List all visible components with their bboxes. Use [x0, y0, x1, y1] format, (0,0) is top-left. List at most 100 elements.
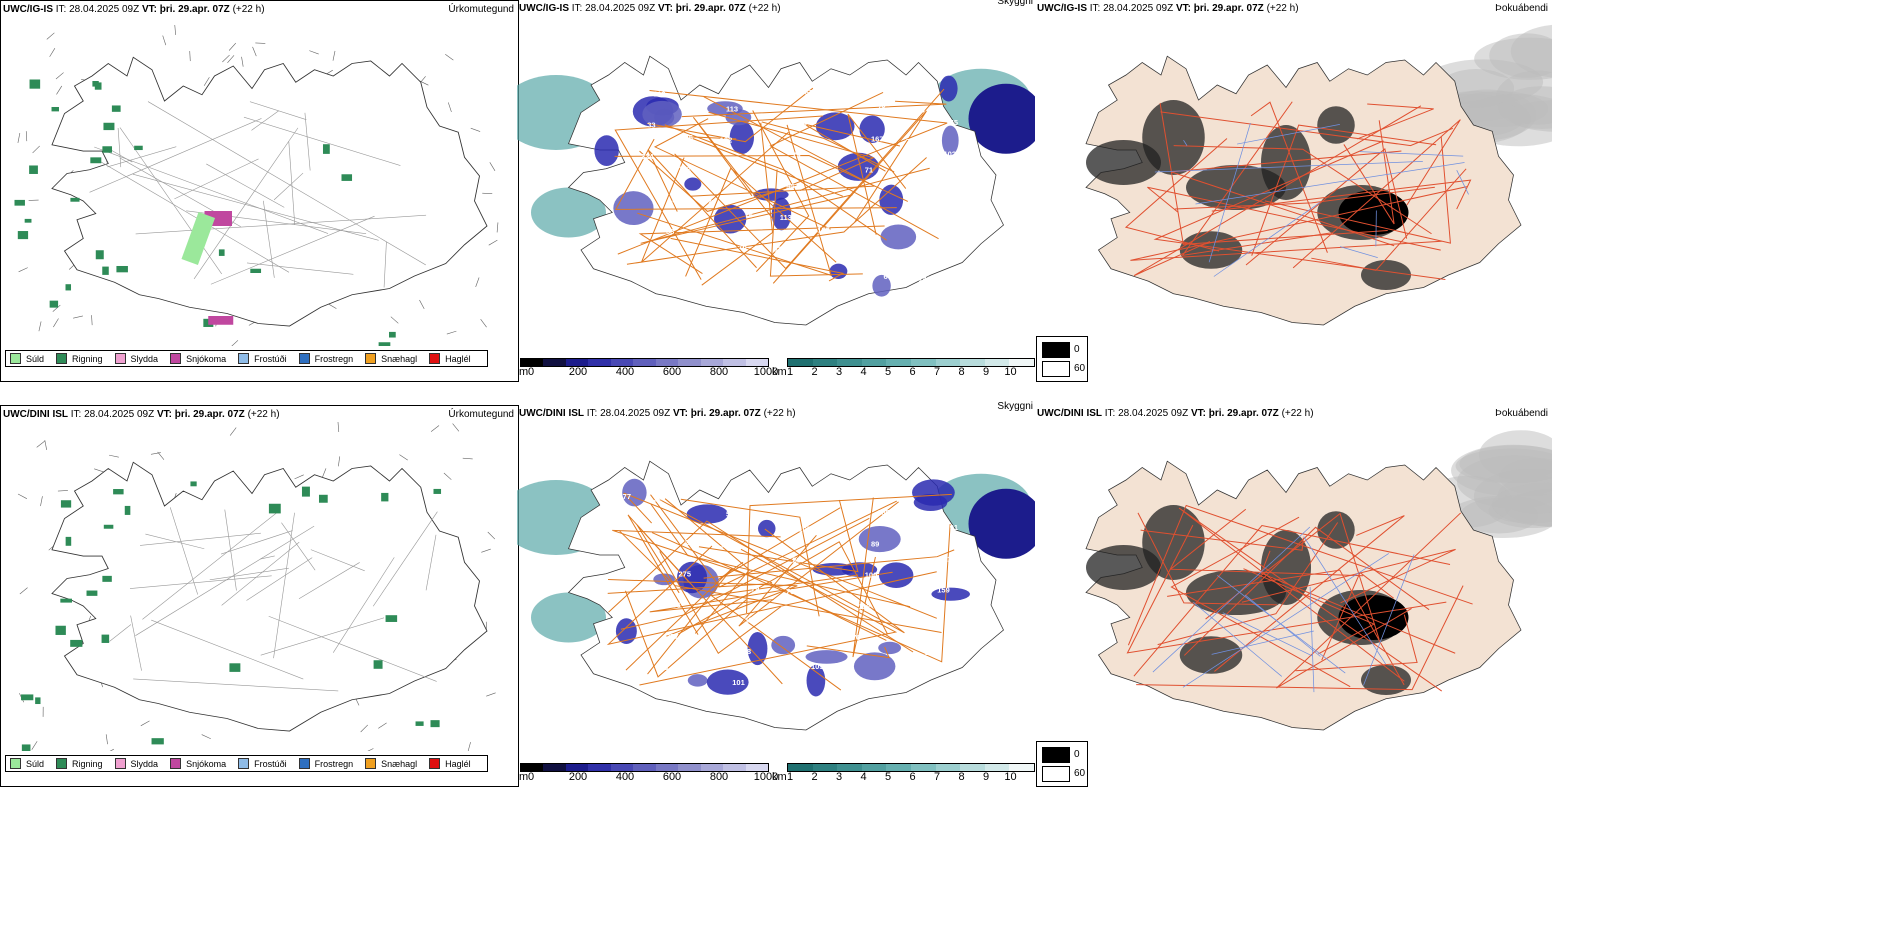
wind-barb: [201, 734, 211, 740]
visibility-label: 89: [871, 539, 879, 548]
colorbar-tick: 8: [958, 366, 965, 378]
colorbar-segment: [633, 764, 656, 771]
vt-value: þri. 29.apr. 07Z: [690, 408, 761, 419]
wind-barb: [367, 748, 374, 751]
wind-barb: [489, 162, 496, 171]
legend-item: Haglél: [429, 353, 471, 364]
wind-barb: [94, 468, 104, 473]
visibility-label: 36: [720, 541, 728, 550]
wind-barb: [52, 304, 61, 312]
model-name: UWC/IG-IS: [3, 4, 53, 15]
visibility-label: 112: [859, 602, 871, 611]
colorbar-tick: 0: [527, 771, 535, 783]
wind-barb: [73, 315, 83, 319]
legend-label: Frostúði: [254, 758, 287, 769]
visibility-label: 76: [745, 211, 753, 220]
wind-barb: [337, 421, 340, 433]
visibility-label: 79: [619, 87, 627, 96]
it-label: IT:: [586, 408, 598, 419]
fog-black-swatch: [1042, 747, 1070, 763]
visibility-label: 105: [799, 524, 812, 533]
colorbar-tick: 7: [933, 771, 941, 783]
fog-black-label: 0: [1074, 344, 1080, 355]
visibility-label: 82: [840, 91, 848, 100]
vt-value: þri. 29.apr. 07Z: [159, 4, 230, 15]
wind-barb: [487, 531, 496, 540]
legend-swatch: [298, 353, 310, 364]
legend-item: Snæhagl: [365, 758, 417, 769]
panel-header: UWC/DINI ISL IT: 28.04.2025 09Z VT: þri.…: [1037, 408, 1314, 419]
legend-label: Snjókoma: [186, 758, 227, 769]
colorbar-segment: [788, 764, 813, 771]
wind-barb: [470, 127, 481, 132]
colorbar-segment: [812, 764, 838, 771]
vt-label: VT:: [1175, 3, 1191, 14]
visibility-unit: km: [772, 771, 787, 783]
lead-time: (+22 h): [748, 3, 781, 14]
fog-black-label: 0: [1074, 749, 1080, 760]
legend-item: Haglél: [429, 758, 471, 769]
colorbar-tick: 10: [1004, 771, 1017, 783]
wind-barb: [443, 472, 452, 480]
visibility-label: 150: [925, 648, 938, 657]
visibility-colorbar: [787, 763, 1035, 772]
visibility-label: 87: [846, 259, 854, 268]
it-label: IT:: [55, 4, 67, 15]
visibility-label: 102: [720, 136, 733, 145]
colorbar-tick: 800: [709, 366, 729, 378]
visibility-label: 102: [944, 149, 957, 158]
wind-barb: [430, 425, 440, 432]
legend-swatch: [10, 758, 21, 769]
vt-value: þri. 29.apr. 07Z: [1208, 408, 1279, 419]
it-value: 28.04.2025 09Z: [84, 409, 155, 420]
visibility-label: 96: [859, 197, 867, 206]
wind-barb: [46, 32, 55, 40]
wind-barb: [31, 741, 38, 750]
visibility-unit: km: [772, 366, 787, 378]
colorbar-segment: [1009, 764, 1034, 771]
panel-header: UWC/IG-IS IT: 28.04.2025 09Z VT: þri. 29…: [519, 3, 781, 14]
legend-swatch: [114, 353, 126, 364]
colorbar-tick: 5: [884, 771, 892, 783]
panel-type-label: Skyggni: [997, 0, 1033, 7]
visibility-label: 85: [660, 663, 668, 672]
wind-barb: [475, 277, 480, 287]
wind-barb: [488, 239, 498, 246]
visibility-label: 73: [906, 137, 914, 146]
legend-swatch: [365, 758, 377, 769]
wind-barb: [294, 474, 304, 480]
visibility-label: 140: [884, 677, 897, 686]
visibility-label: 96: [635, 183, 643, 192]
iceland-landmass: [1085, 460, 1522, 731]
visibility-label: 79: [751, 584, 759, 593]
legend-item: Frostregn: [298, 353, 353, 364]
legend-item: Snjókoma: [170, 758, 226, 769]
visibility-label: 100: [865, 571, 878, 580]
visibility-label: 76: [739, 242, 747, 251]
lead-time: (+22 h): [1281, 408, 1314, 419]
model-name: UWC/DINI ISL: [3, 409, 68, 420]
vt-label: VT:: [141, 4, 157, 15]
vt-label: VT:: [1190, 408, 1206, 419]
visibility-label: 176: [912, 106, 925, 115]
colorbar-segment: [935, 764, 961, 771]
visibility-label: 105: [852, 228, 865, 237]
visibility-label: 152: [679, 164, 692, 173]
legend-label: Snæhagl: [381, 758, 418, 769]
height-colorbar: [520, 358, 769, 367]
colorbar-segment: [960, 764, 985, 771]
visibility-label: 67: [805, 88, 813, 97]
colorbar-tick: 8: [958, 771, 965, 783]
visibility-label: 77: [707, 198, 715, 207]
colorbar-segment: [700, 359, 724, 366]
panel-type-label: Skyggni: [997, 401, 1033, 412]
wind-barb: [150, 452, 161, 455]
visibility-label: 167: [871, 134, 884, 143]
visibility-label: 64: [884, 272, 893, 281]
wind-barb: [360, 724, 368, 733]
legend-item: Slydda: [114, 758, 158, 769]
colorbar-tick: 6: [909, 771, 916, 783]
fog-legend: 0 60: [1036, 741, 1088, 787]
wind-barb: [57, 490, 68, 492]
height-unit: m: [519, 771, 529, 783]
